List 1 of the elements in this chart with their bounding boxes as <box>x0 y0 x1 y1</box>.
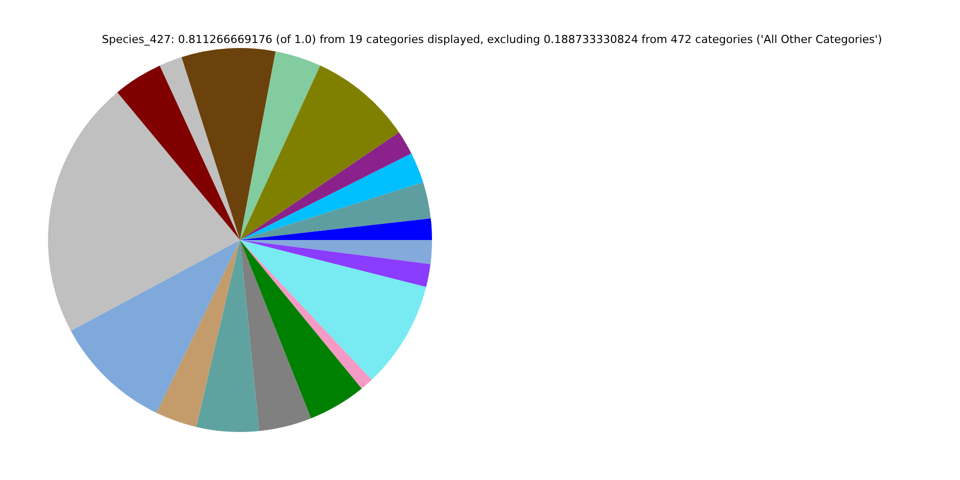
text: Species_427: 0.811266669176 (of 1.0) from 19 categories displayed, excluding 0.188733330824 from 472 categories ('All Other Categories') <box>100 33 884 46</box>
